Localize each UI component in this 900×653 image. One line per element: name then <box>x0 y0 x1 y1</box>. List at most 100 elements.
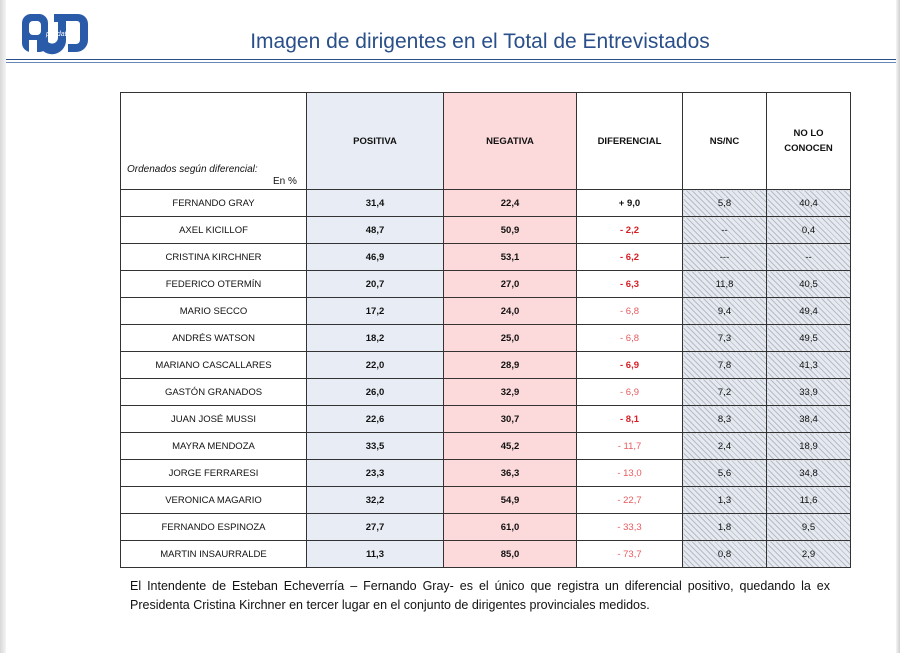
title-rule-top <box>6 59 896 60</box>
positiva-cell: 20,7 <box>306 270 444 298</box>
positiva-cell: 11,3 <box>306 540 444 568</box>
row-name-cell: AXEL KICILLOF <box>120 216 307 244</box>
no-conocen-cell: -- <box>766 243 851 271</box>
negativa-cell: 32,9 <box>443 378 577 406</box>
positiva-cell: 32,2 <box>306 486 444 514</box>
diferencial-cell: - 22,7 <box>576 486 683 514</box>
footer-paragraph: El Intendente de Esteban Echeverría – Fe… <box>130 579 830 612</box>
table-row: JUAN JOSÉ MUSSI 22,6 30,7- 8,1 8,3 38,4 <box>120 405 851 433</box>
row-name-cell: FERNANDO ESPINOZA <box>120 513 307 541</box>
no-conocen-cell: 0,4 <box>766 216 851 244</box>
nsnc-cell: 0,8 <box>682 540 767 568</box>
no-conocen-cell: 38,4 <box>766 405 851 433</box>
no-conocen-cell: 34,8 <box>766 459 851 487</box>
col-header-no-conocen: NO LO CONOCEN <box>766 92 851 190</box>
row-name-cell: CRISTINA KIRCHNER <box>120 243 307 271</box>
svg-text:polldata: polldata <box>45 31 71 38</box>
nsnc-cell: 11,8 <box>682 270 767 298</box>
row-name-cell: ANDRÉS WATSON <box>120 324 307 352</box>
diferencial-cell: - 13,0 <box>576 459 683 487</box>
nsnc-cell: 2,4 <box>682 432 767 460</box>
frame-left-edge <box>0 0 6 653</box>
no-conocen-cell: 9,5 <box>766 513 851 541</box>
nsnc-cell: 1,3 <box>682 486 767 514</box>
negativa-cell: 85,0 <box>443 540 577 568</box>
title-rule-bottom <box>6 62 896 63</box>
nsnc-cell: 5,8 <box>682 189 767 217</box>
table-row: VERONICA MAGARIO 32,2 54,9- 22,7 1,3 11,6 <box>120 486 851 514</box>
no-conocen-cell: 33,9 <box>766 378 851 406</box>
table-row: MARTIN INSAURRALDE 11,3 85,0- 73,7 0,8 2,9 <box>120 540 851 568</box>
unit-note: En % <box>273 176 297 187</box>
table-row: FERNANDO GRAY 31,4 22,4 + 9,0 5,8 40,4 <box>120 189 851 217</box>
positiva-cell: 48,7 <box>306 216 444 244</box>
negativa-cell: 53,1 <box>443 243 577 271</box>
table-row: JORGE FERRARESI 23,3 36,3- 13,0 5,6 34,8 <box>120 459 851 487</box>
diferencial-cell: - 6,9 <box>576 378 683 406</box>
table-row: CRISTINA KIRCHNER 46,9 53,1- 6,2 --- -- <box>120 243 851 271</box>
no-conocen-cell: 18,9 <box>766 432 851 460</box>
row-name-cell: MARTIN INSAURRALDE <box>120 540 307 568</box>
negativa-cell: 22,4 <box>443 189 577 217</box>
diferencial-cell: - 6,8 <box>576 297 683 325</box>
positiva-cell: 18,2 <box>306 324 444 352</box>
row-name-cell: VERONICA MAGARIO <box>120 486 307 514</box>
diferencial-cell: + 9,0 <box>576 189 683 217</box>
diferencial-cell: - 2,2 <box>576 216 683 244</box>
diferencial-cell: - 73,7 <box>576 540 683 568</box>
negativa-cell: 36,3 <box>443 459 577 487</box>
table-row: MARIO SECCO 17,2 24,0- 6,8 9,4 49,4 <box>120 297 851 325</box>
no-conocen-cell: 40,4 <box>766 189 851 217</box>
nsnc-cell: 8,3 <box>682 405 767 433</box>
table-header-row: Ordenados según diferencial: En % POSITI… <box>120 92 851 190</box>
row-name-cell: FERNANDO GRAY <box>120 189 307 217</box>
positiva-cell: 27,7 <box>306 513 444 541</box>
diferencial-cell: - 8,1 <box>576 405 683 433</box>
diferencial-cell: - 33,3 <box>576 513 683 541</box>
col-header-positiva: POSITIVA <box>306 92 444 190</box>
negativa-cell: 45,2 <box>443 432 577 460</box>
row-name-cell: GASTÓN GRANADOS <box>120 378 307 406</box>
table-body: FERNANDO GRAY 31,4 22,4 + 9,0 5,8 40,4 AXEL KI… <box>120 189 851 568</box>
row-name-cell: MAYRA MENDOZA <box>120 432 307 460</box>
positiva-cell: 22,0 <box>306 351 444 379</box>
table-row: AXEL KICILLOF 48,7 50,9- 2,2 -- 0,4 <box>120 216 851 244</box>
negativa-cell: 28,9 <box>443 351 577 379</box>
nsnc-cell: --- <box>682 243 767 271</box>
negativa-cell: 30,7 <box>443 405 577 433</box>
positiva-cell: 31,4 <box>306 189 444 217</box>
nsnc-cell: 5,6 <box>682 459 767 487</box>
col-header-diferencial: DIFERENCIAL <box>576 92 683 190</box>
no-conocen-cell: 49,4 <box>766 297 851 325</box>
corner-header-cell: Ordenados según diferencial: En % <box>120 92 307 190</box>
positiva-cell: 17,2 <box>306 297 444 325</box>
col-header-negativa: NEGATIVA <box>443 92 577 190</box>
negativa-cell: 27,0 <box>443 270 577 298</box>
row-name-cell: JUAN JOSÉ MUSSI <box>120 405 307 433</box>
leaders-image-table: Ordenados según diferencial: En % POSITI… <box>120 92 851 568</box>
diferencial-cell: - 11,7 <box>576 432 683 460</box>
table-row: MAYRA MENDOZA 33,5 45,2- 11,7 2,4 18,9 <box>120 432 851 460</box>
table-row: FERNANDO ESPINOZA 27,7 61,0- 33,3 1,8 9,5 <box>120 513 851 541</box>
row-name-cell: MARIO SECCO <box>120 297 307 325</box>
table-row: FEDERICO OTERMÍN 20,7 27,0- 6,3 11,8 40,5 <box>120 270 851 298</box>
diferencial-cell: - 6,2 <box>576 243 683 271</box>
nsnc-cell: 7,2 <box>682 378 767 406</box>
no-conocen-cell: 41,3 <box>766 351 851 379</box>
page-title: Imagen de dirigentes en el Total de Entr… <box>250 30 710 53</box>
negativa-cell: 50,9 <box>443 216 577 244</box>
nsnc-cell: 1,8 <box>682 513 767 541</box>
no-conocen-cell: 2,9 <box>766 540 851 568</box>
row-name-cell: FEDERICO OTERMÍN <box>120 270 307 298</box>
negativa-cell: 25,0 <box>443 324 577 352</box>
diferencial-cell: - 6,9 <box>576 351 683 379</box>
negativa-cell: 54,9 <box>443 486 577 514</box>
table-row: ANDRÉS WATSON 18,2 25,0- 6,8 7,3 49,5 <box>120 324 851 352</box>
nsnc-cell: -- <box>682 216 767 244</box>
table-row: MARIANO CASCALLARES 22,0 28,9- 6,9 7,8 41,3 <box>120 351 851 379</box>
positiva-cell: 33,5 <box>306 432 444 460</box>
positiva-cell: 22,6 <box>306 405 444 433</box>
no-conocen-cell: 11,6 <box>766 486 851 514</box>
row-name-cell: MARIANO CASCALLARES <box>120 351 307 379</box>
negativa-cell: 24,0 <box>443 297 577 325</box>
